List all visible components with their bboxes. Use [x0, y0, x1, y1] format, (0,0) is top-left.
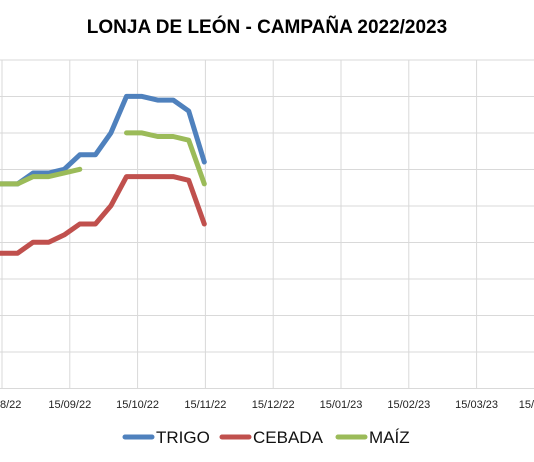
- x-tick-label: 15/02/23: [387, 399, 430, 411]
- x-tick-label: 15/03/23: [455, 399, 498, 411]
- x-tick-label: 15/12/22: [252, 399, 295, 411]
- legend-label: CEBADA: [253, 428, 324, 447]
- x-tick-label: 15/10/22: [116, 399, 159, 411]
- x-tick-label: 15/09/22: [48, 399, 91, 411]
- chart-title: LONJA DE LEÓN - CAMPAÑA 2022/2023: [87, 16, 447, 38]
- series-line-maíz: [124, 130, 207, 187]
- series-line-trigo: [0, 93, 207, 187]
- series-lines: [0, 93, 207, 256]
- x-axis-ticks: 8/22 15/09/22 15/10/22 15/11/22 15/12/22 15/0…: [0, 399, 534, 411]
- x-tick-label: 15/01/23: [320, 399, 363, 411]
- series-line-cebada: [0, 174, 207, 256]
- x-tick-label: 8/22: [0, 399, 21, 411]
- legend-label: TRIGO: [156, 428, 210, 447]
- legend-label: MAÍZ: [369, 428, 410, 447]
- series-line-maíz: [0, 166, 83, 187]
- x-tick-label: 15/11/22: [184, 399, 226, 411]
- x-tick-label: 15/: [519, 399, 534, 411]
- legend: TRIGO CEBADA MAÍZ: [122, 428, 410, 447]
